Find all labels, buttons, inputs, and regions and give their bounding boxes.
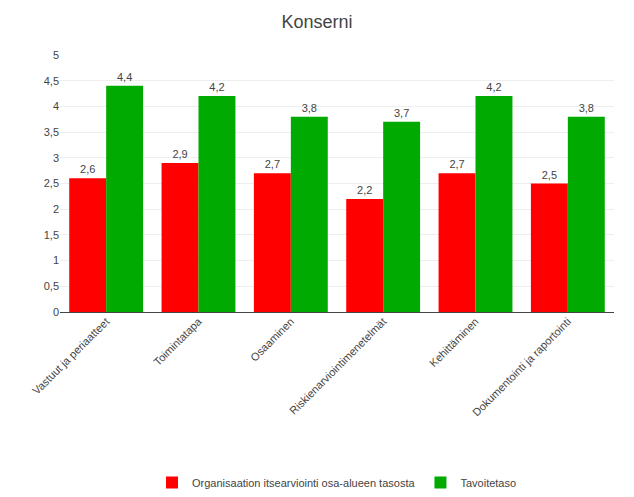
svg-text:2,5: 2,5 — [44, 177, 59, 189]
svg-text:1,5: 1,5 — [44, 229, 59, 241]
svg-text:4,5: 4,5 — [44, 75, 59, 87]
svg-text:2,6: 2,6 — [80, 163, 95, 175]
svg-text:4,2: 4,2 — [209, 81, 224, 93]
svg-text:2,2: 2,2 — [357, 184, 372, 196]
svg-text:1: 1 — [53, 254, 59, 266]
svg-text:2: 2 — [53, 203, 59, 215]
svg-text:Tavoitetaso: Tavoitetaso — [460, 477, 516, 489]
svg-text:Konserni: Konserni — [281, 12, 352, 32]
svg-text:4: 4 — [53, 100, 59, 112]
svg-text:3,8: 3,8 — [579, 102, 594, 114]
svg-text:Organisaation itsearviointi os: Organisaation itsearviointi osa-alueen t… — [192, 477, 415, 489]
svg-text:3,7: 3,7 — [394, 107, 409, 119]
svg-text:2,5: 2,5 — [542, 169, 557, 181]
svg-text:4,4: 4,4 — [117, 71, 132, 83]
svg-text:Riskienarviointimenetelmät: Riskienarviointimenetelmät — [287, 315, 388, 416]
svg-text:4,2: 4,2 — [486, 81, 501, 93]
svg-text:2,7: 2,7 — [265, 158, 280, 170]
svg-text:Vastuut ja periaatteet: Vastuut ja periaatteet — [30, 315, 111, 396]
svg-text:3: 3 — [53, 152, 59, 164]
svg-text:0,5: 0,5 — [44, 280, 59, 292]
svg-text:Kehittäminen: Kehittäminen — [427, 315, 481, 369]
svg-text:3,5: 3,5 — [44, 126, 59, 138]
svg-text:Toimintatapa: Toimintatapa — [151, 315, 204, 368]
svg-text:Dokumentointi ja raportointi: Dokumentointi ja raportointi — [470, 315, 573, 418]
svg-text:2,9: 2,9 — [172, 148, 187, 160]
svg-text:3,8: 3,8 — [302, 102, 317, 114]
svg-text:2,7: 2,7 — [449, 158, 464, 170]
svg-text:0: 0 — [53, 306, 59, 318]
svg-text:5: 5 — [53, 49, 59, 61]
svg-text:Osaaminen: Osaaminen — [248, 315, 296, 363]
